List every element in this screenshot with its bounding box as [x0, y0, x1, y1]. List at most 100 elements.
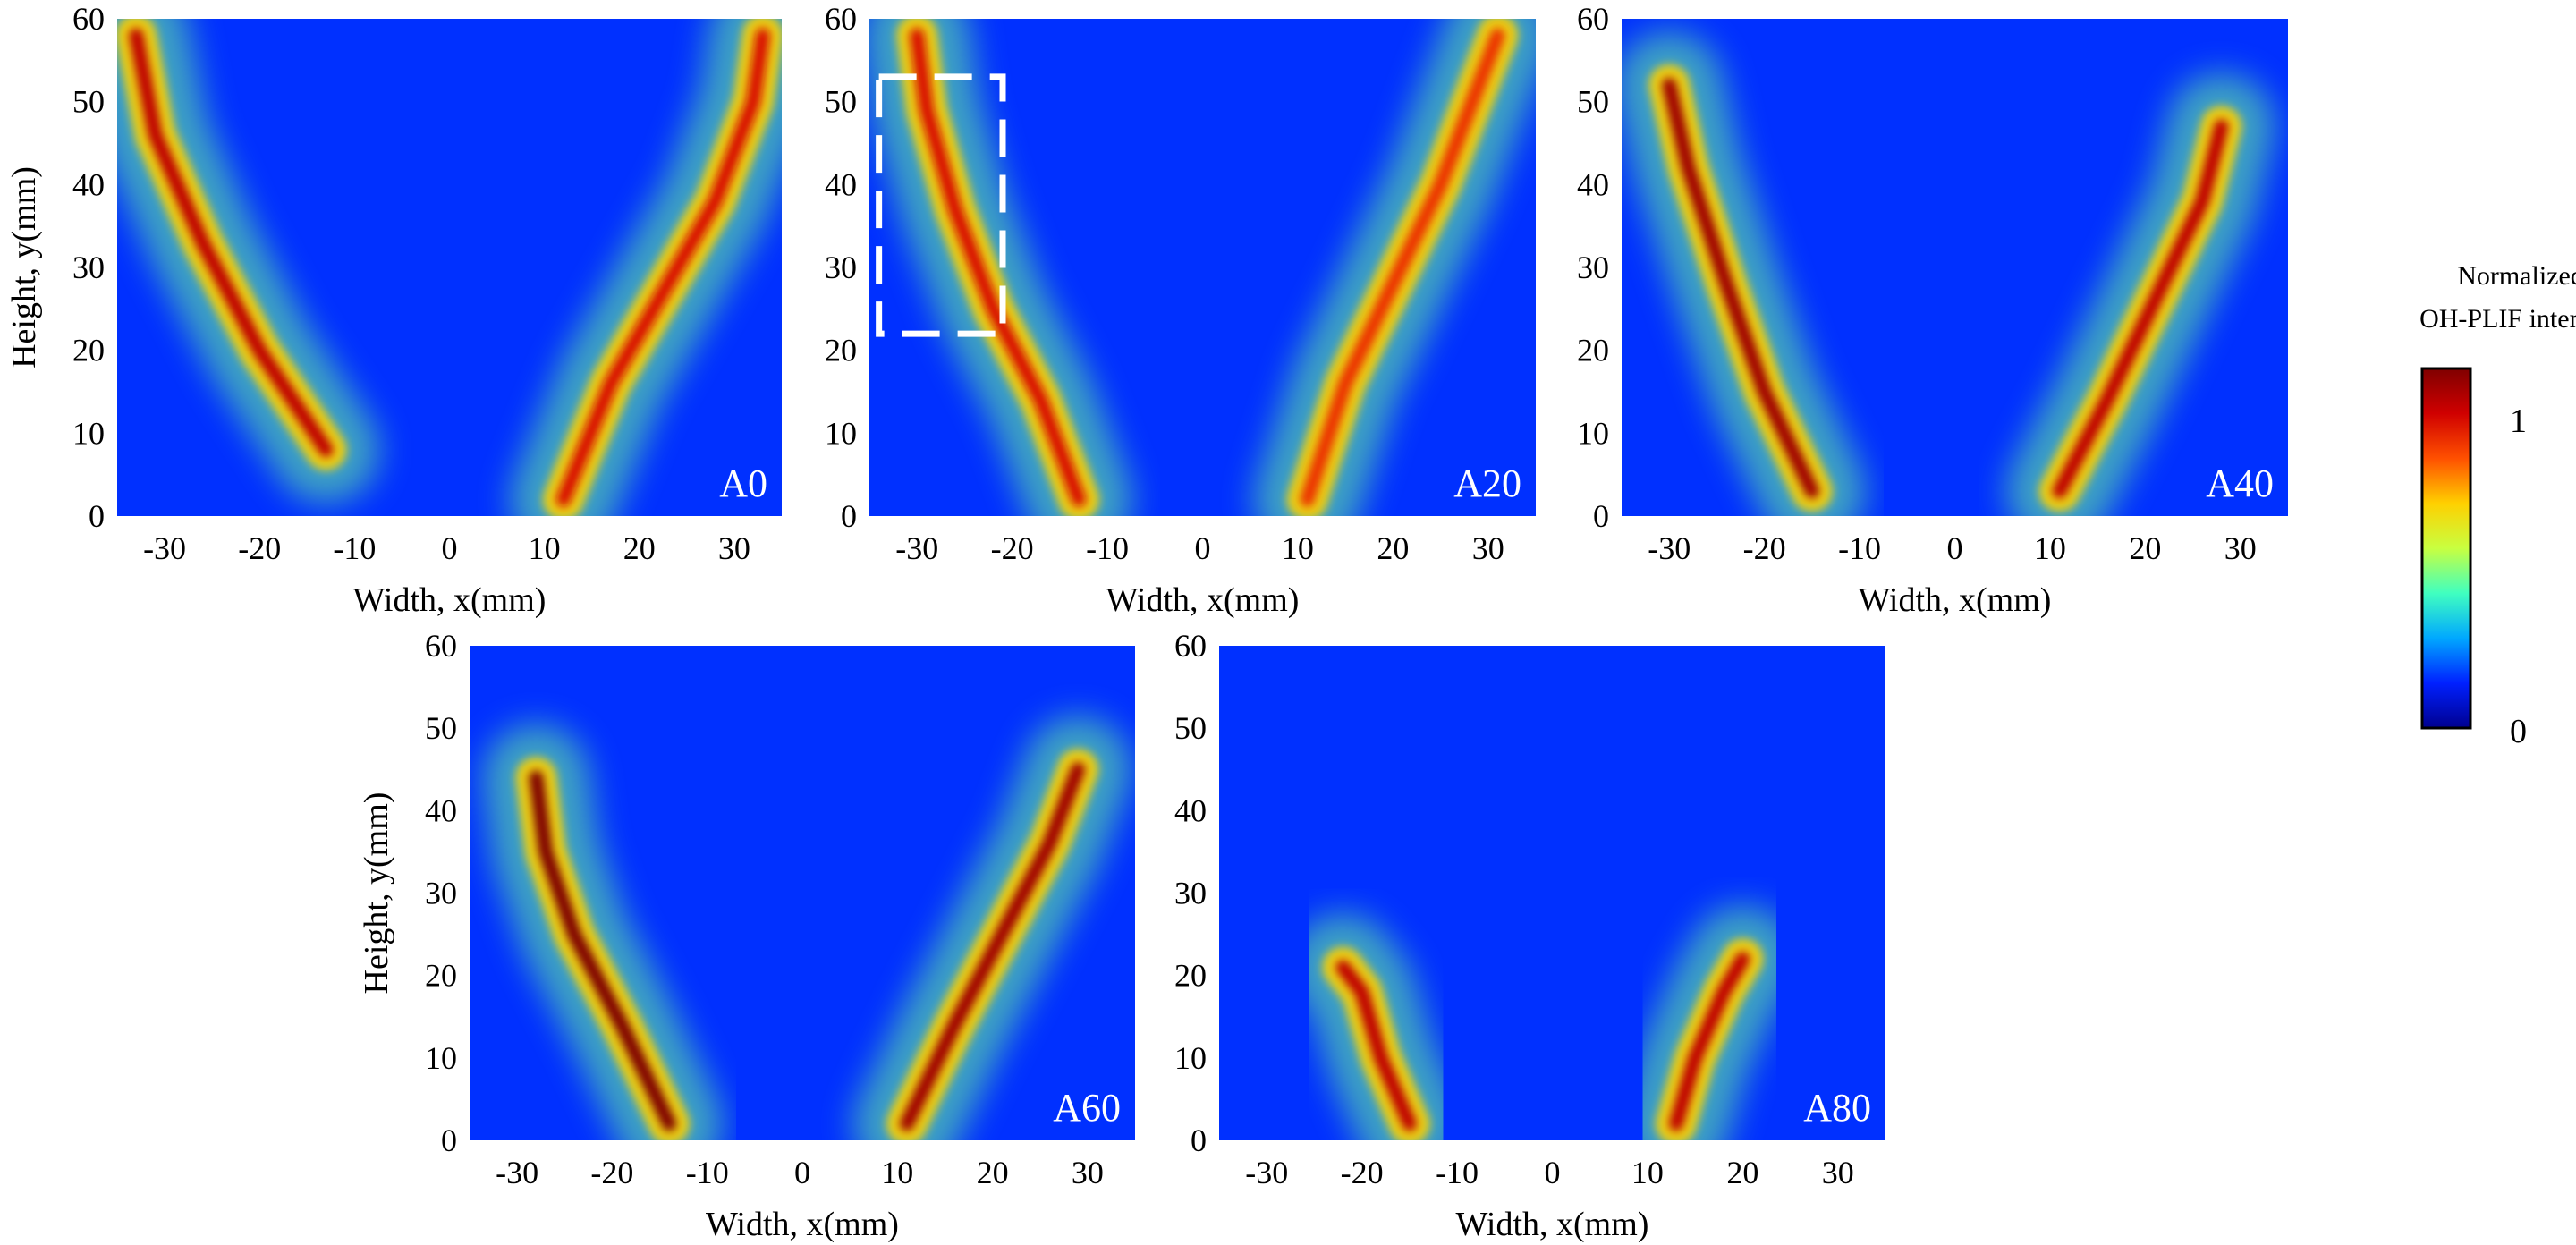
- x-tick-label: 0: [1195, 530, 1211, 566]
- heatmap-area: [1622, 19, 2288, 516]
- x-tick-label: 10: [529, 530, 561, 566]
- y-tick-label: 40: [72, 166, 105, 202]
- panel-label: A80: [1803, 1086, 1871, 1130]
- y-tick-label: 20: [425, 958, 457, 994]
- x-axis-label: Width, x(mm): [1859, 581, 2052, 619]
- panel-label: A0: [719, 462, 767, 505]
- x-tick-label: 20: [1726, 1155, 1758, 1190]
- heatmap-area: [117, 19, 782, 516]
- y-tick-label: 30: [1577, 250, 1609, 285]
- x-tick-label: -30: [1245, 1155, 1288, 1190]
- dashed-annotation-box: [876, 73, 1006, 337]
- y-tick-label: 60: [825, 1, 857, 37]
- y-tick-label: 50: [1174, 710, 1207, 746]
- y-tick-label: 0: [89, 498, 105, 534]
- x-tick-label: -20: [590, 1155, 633, 1190]
- panel-label: A20: [1453, 462, 1521, 505]
- x-tick-label: -20: [1341, 1155, 1384, 1190]
- y-tick-label: 40: [1577, 166, 1609, 202]
- colorbar-gradient: [2420, 367, 2472, 730]
- x-tick-label: 30: [1822, 1155, 1854, 1190]
- y-tick-label: 50: [425, 710, 457, 746]
- colorbar-min-label: 0: [2510, 713, 2527, 750]
- x-tick-label: -10: [333, 530, 376, 566]
- y-tick-label: 50: [825, 84, 857, 120]
- y-tick-label: 0: [441, 1122, 457, 1158]
- flame-branch-2-core: [555, 28, 770, 507]
- y-tick-label: 30: [425, 876, 457, 911]
- flame-branch-2-core: [1668, 952, 1750, 1131]
- y-tick-label: 10: [72, 415, 105, 451]
- y-tick-label: 0: [1191, 1122, 1207, 1158]
- x-tick-label: 10: [1282, 530, 1314, 566]
- x-tick-label: -30: [895, 530, 938, 566]
- y-tick-label: 40: [825, 166, 857, 202]
- x-axis-label: Width, x(mm): [1106, 581, 1300, 619]
- x-tick-label: -10: [1086, 530, 1129, 566]
- x-tick-label: -20: [238, 530, 281, 566]
- panel-a0: A0 -30 -20 -10 0 10 20 30 0 10 20 30 40 50 60 Width, x(…: [5, 1, 782, 619]
- panel-label: A40: [2206, 462, 2274, 505]
- y-tick-label: 40: [1174, 792, 1207, 828]
- x-axis-label: Width, x(mm): [353, 581, 547, 619]
- x-tick-label: 20: [623, 530, 656, 566]
- x-tick-label: 30: [2224, 530, 2257, 566]
- x-tick-label: 20: [977, 1155, 1009, 1190]
- x-tick-label: -10: [1838, 530, 1881, 566]
- y-tick-label: 10: [1577, 415, 1609, 451]
- heatmap-area: [470, 646, 1135, 1140]
- x-tick-label: 0: [442, 530, 458, 566]
- x-tick-label: 0: [794, 1155, 810, 1190]
- flame-branch-1-core: [910, 28, 1087, 507]
- heatmap-area: [1219, 646, 1885, 1140]
- y-tick-label: 60: [1577, 1, 1609, 37]
- x-tick-label: -10: [1436, 1155, 1479, 1190]
- flame-branch-1-core: [529, 770, 677, 1131]
- x-tick-label: -10: [686, 1155, 729, 1190]
- y-tick-label: 10: [825, 415, 857, 451]
- x-tick-label: 0: [1947, 530, 1963, 566]
- y-tick-label: 50: [1577, 84, 1609, 120]
- x-axis-label: Width, x(mm): [706, 1206, 899, 1243]
- x-tick-label: -20: [991, 530, 1034, 566]
- x-tick-label: 30: [1072, 1155, 1104, 1190]
- panel-a60: A60 -30 -20 -10 0 10 20 30 0 10 20 30 40 50 60 Width, x…: [358, 628, 1135, 1243]
- y-tick-label: 60: [1174, 628, 1207, 664]
- flame-branch-1-core: [129, 28, 334, 457]
- y-tick-label: 0: [1593, 498, 1609, 534]
- flame-branch-2-core: [1300, 28, 1505, 507]
- y-tick-label: 20: [1174, 958, 1207, 994]
- y-tick-label: 60: [425, 628, 457, 664]
- x-axis-label: Width, x(mm): [1456, 1206, 1649, 1243]
- y-tick-label: 0: [841, 498, 857, 534]
- heatmap-area: [869, 19, 1536, 516]
- x-tick-label: 20: [1377, 530, 1409, 566]
- panel-a20: A20 -30 -20 -10 0 10 20 30 0 10 20 30 40 50 60 Width, x…: [825, 1, 1536, 619]
- y-tick-label: 30: [825, 250, 857, 285]
- x-tick-label: 30: [718, 530, 750, 566]
- y-tick-label: 20: [825, 333, 857, 368]
- x-tick-label: 30: [1472, 530, 1504, 566]
- y-tick-label: 20: [72, 333, 105, 368]
- y-tick-label: 20: [1577, 333, 1609, 368]
- colorbar-max-label: 1: [2510, 402, 2527, 440]
- y-tick-label: 30: [1174, 876, 1207, 911]
- y-tick-label: 10: [425, 1040, 457, 1076]
- x-tick-label: -30: [143, 530, 186, 566]
- panels-group: A0 -30 -20 -10 0 10 20 30 0 10 20 30 40 50 60 Width, x(…: [5, 1, 2288, 1243]
- x-tick-label: 10: [1631, 1155, 1664, 1190]
- x-tick-label: -20: [1743, 530, 1786, 566]
- flame-branch-1-core: [1662, 78, 1819, 499]
- flame-branch-1-core: [1335, 960, 1417, 1131]
- x-tick-label: -30: [496, 1155, 538, 1190]
- y-tick-label: 10: [1174, 1040, 1207, 1076]
- x-tick-label: 10: [881, 1155, 913, 1190]
- y-axis-label: Height, y(mm): [5, 166, 43, 368]
- panel-a80: A80 -30 -20 -10 0 10 20 30 0 10 20 30 40 50 60 Width, x…: [1174, 628, 1885, 1243]
- x-tick-label: 20: [2129, 530, 2161, 566]
- x-tick-label: 10: [2034, 530, 2066, 566]
- y-tick-label: 50: [72, 84, 105, 120]
- y-axis-label: Height, y(mm): [358, 792, 395, 995]
- y-tick-label: 30: [72, 250, 105, 285]
